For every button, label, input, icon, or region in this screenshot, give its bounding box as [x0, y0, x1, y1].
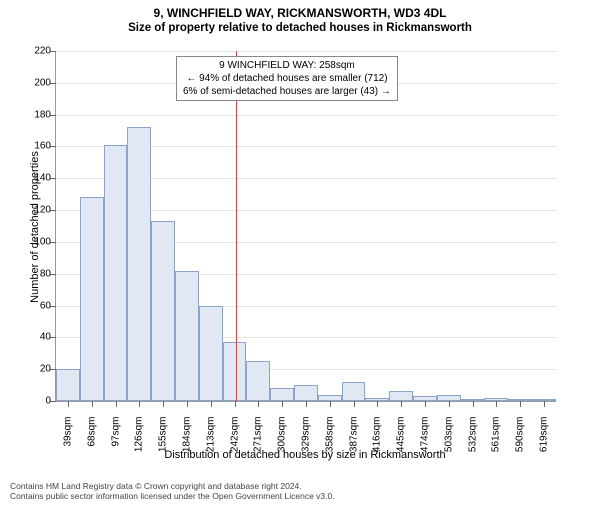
x-tick	[473, 401, 474, 407]
x-tick	[377, 401, 378, 407]
reference-line	[236, 51, 237, 401]
x-tick	[544, 401, 545, 407]
x-tick	[68, 401, 69, 407]
x-tick	[449, 401, 450, 407]
footer-line-1: Contains HM Land Registry data © Crown c…	[10, 481, 335, 492]
x-tick	[330, 401, 331, 407]
x-tick	[520, 401, 521, 407]
histogram-bar	[80, 197, 104, 401]
histogram-bar	[127, 127, 151, 401]
x-tick	[306, 401, 307, 407]
footer: Contains HM Land Registry data © Crown c…	[10, 481, 335, 502]
histogram-bar	[223, 342, 247, 401]
histogram-bar	[270, 388, 294, 401]
histogram-bar	[294, 385, 318, 401]
x-tick	[425, 401, 426, 407]
annotation-line-3: 6% of semi-detached houses are larger (4…	[183, 85, 391, 98]
x-tick	[258, 401, 259, 407]
x-tick	[139, 401, 140, 407]
histogram-bar	[246, 361, 270, 401]
plot-area: 02040608010012014016018020022039sqm68sqm…	[55, 51, 556, 402]
histogram-bar	[56, 369, 80, 401]
histogram-bar	[104, 145, 128, 401]
y-axis-label: Number of detached properties	[29, 52, 41, 402]
chart: 02040608010012014016018020022039sqm68sqm…	[55, 51, 555, 401]
histogram-bar	[151, 221, 175, 401]
x-tick	[401, 401, 402, 407]
x-tick	[496, 401, 497, 407]
x-tick	[116, 401, 117, 407]
x-axis-label: Distribution of detached houses by size …	[55, 449, 555, 461]
annotation-line-2: ← 94% of detached houses are smaller (71…	[183, 72, 391, 85]
x-tick	[92, 401, 93, 407]
title-main: 9, WINCHFIELD WAY, RICKMANSWORTH, WD3 4D…	[0, 6, 600, 20]
histogram-bar	[342, 382, 366, 401]
histogram-bar	[175, 271, 199, 401]
histogram-bar	[199, 306, 223, 401]
x-tick	[354, 401, 355, 407]
x-tick	[235, 401, 236, 407]
annotation-box: 9 WINCHFIELD WAY: 258sqm← 94% of detache…	[176, 56, 398, 101]
gridline	[56, 51, 556, 52]
x-tick	[282, 401, 283, 407]
x-tick	[163, 401, 164, 407]
footer-line-2: Contains public sector information licen…	[10, 491, 335, 502]
title-sub: Size of property relative to detached ho…	[0, 22, 600, 34]
histogram-bar	[389, 391, 413, 401]
x-tick	[187, 401, 188, 407]
gridline	[56, 115, 556, 116]
x-tick	[211, 401, 212, 407]
annotation-line-1: 9 WINCHFIELD WAY: 258sqm	[183, 59, 391, 72]
